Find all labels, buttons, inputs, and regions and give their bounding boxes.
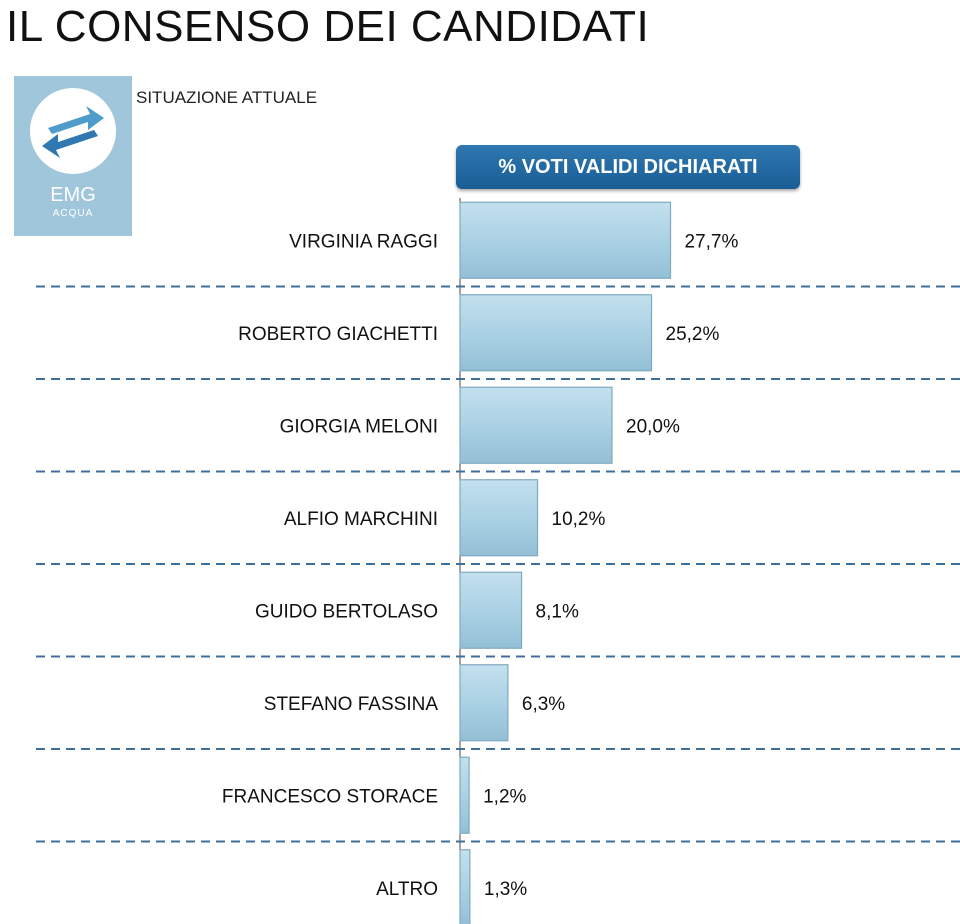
bar [459, 756, 470, 834]
value-label: 1,3% [484, 879, 527, 900]
bar [459, 479, 539, 557]
category-label: ROBERTO GIACHETTI [238, 324, 438, 345]
value-label: 6,3% [522, 694, 565, 715]
logo-subtitle: ACQUA [52, 208, 94, 219]
value-label: 8,1% [536, 601, 579, 622]
bar [459, 571, 523, 649]
emg-logo-icon [30, 88, 116, 174]
chart-subtitle: SITUAZIONE ATTUALE [136, 88, 318, 107]
value-label: 10,2% [552, 509, 606, 530]
value-label: 1,2% [483, 786, 526, 807]
category-label: STEFANO FASSINA [264, 694, 439, 715]
value-label: 20,0% [626, 416, 680, 437]
category-label: ALTRO [376, 879, 438, 900]
category-label: ALFIO MARCHINI [284, 509, 438, 530]
bar [459, 294, 653, 372]
logo-name: EMG [50, 184, 96, 206]
emg-logo: EMG ACQUA [14, 76, 132, 236]
bar [459, 201, 672, 279]
chart-header-badge: % VOTI VALIDI DICHIARATI [456, 145, 800, 189]
bar [459, 386, 613, 464]
category-label: GUIDO BERTOLASO [255, 601, 438, 622]
value-label: 27,7% [685, 231, 739, 252]
category-label: FRANCESCO STORACE [222, 786, 438, 807]
category-label: GIORGIA MELONI [280, 416, 438, 437]
category-label: VIRGINIA RAGGI [289, 231, 438, 252]
value-label: 25,2% [666, 324, 720, 345]
page-title: IL CONSENSO DEI CANDIDATI [6, 2, 650, 51]
bar [459, 849, 471, 924]
bar [459, 664, 509, 742]
